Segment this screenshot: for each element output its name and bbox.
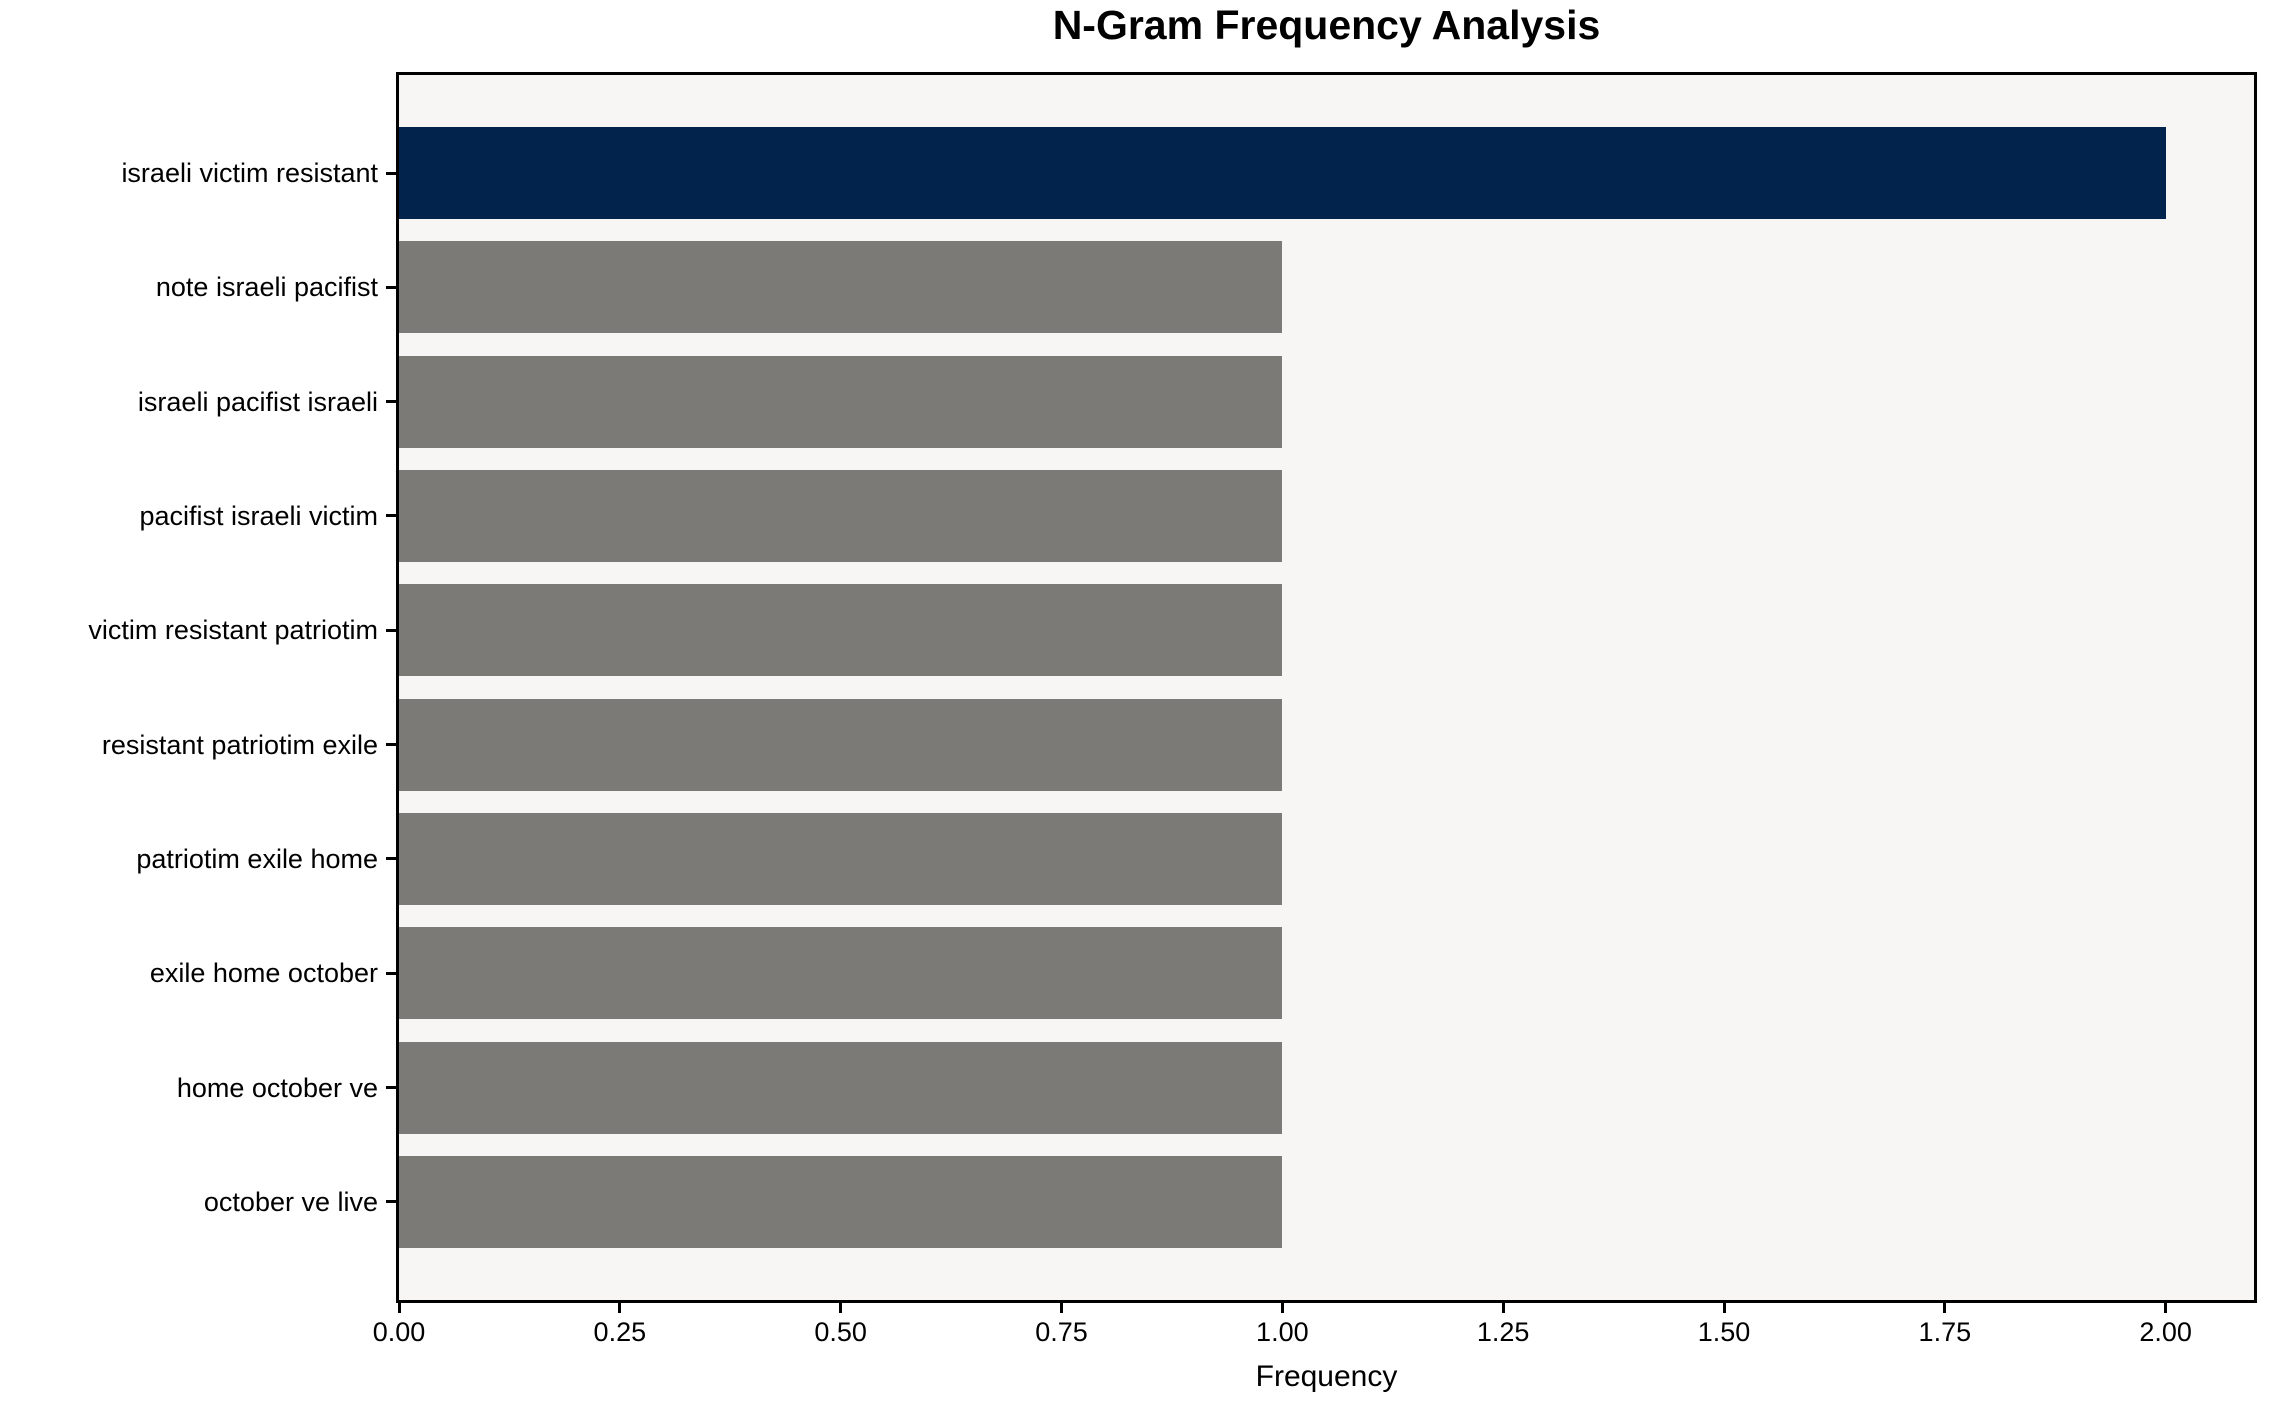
bar-resistant-patriotim-exile bbox=[399, 698, 1283, 791]
x-tick-mark bbox=[1722, 1303, 1726, 1313]
y-tick-label: victim resistant patriotim bbox=[88, 615, 378, 646]
x-tick-mark bbox=[1060, 1303, 1063, 1313]
y-tick-label: exile home october bbox=[149, 958, 378, 989]
bar-pacifist-israeli-victim bbox=[399, 469, 1283, 562]
x-tick-mark bbox=[1501, 1303, 1505, 1313]
bar-israeli-pacifist-israeli bbox=[399, 355, 1283, 448]
y-tick-mark bbox=[386, 1200, 396, 1204]
chart-title: N-Gram Frequency Analysis bbox=[1052, 2, 1601, 48]
y-tick-mark bbox=[386, 971, 396, 975]
y-tick-label: israeli victim resistant bbox=[121, 158, 378, 188]
bar-victim-resistant-patriotim bbox=[399, 584, 1283, 677]
x-tick-label: 1.25 bbox=[1476, 1317, 1530, 1347]
x-tick-mark bbox=[1280, 1303, 1284, 1313]
x-tick-label: 0.00 bbox=[372, 1317, 426, 1347]
y-tick-mark bbox=[386, 857, 396, 861]
plot-area bbox=[396, 72, 2257, 1303]
x-tick-mark bbox=[839, 1303, 843, 1313]
x-tick-mark bbox=[1943, 1303, 1947, 1313]
y-tick-mark bbox=[386, 285, 396, 289]
x-tick-label: 0.75 bbox=[1035, 1317, 1088, 1347]
x-tick-label: 2.00 bbox=[2139, 1317, 2192, 1347]
y-tick-label: pacifist israeli victim bbox=[139, 500, 378, 531]
bar-october-ve-live bbox=[399, 1155, 1283, 1248]
x-tick-mark bbox=[2164, 1303, 2168, 1313]
x-tick-label: 1.00 bbox=[1256, 1317, 1309, 1347]
y-tick-mark bbox=[386, 171, 396, 175]
x-tick-label: 0.25 bbox=[593, 1317, 647, 1347]
y-tick-mark bbox=[386, 400, 396, 404]
y-tick-mark bbox=[386, 743, 396, 747]
x-tick-label: 1.75 bbox=[1918, 1317, 1972, 1347]
y-tick-label: note israeli pacifist bbox=[155, 272, 378, 303]
bar-note-israeli-pacifist bbox=[399, 241, 1283, 334]
y-tick-label: october ve live bbox=[203, 1186, 378, 1217]
y-tick-mark bbox=[386, 628, 396, 632]
x-tick-mark bbox=[397, 1303, 401, 1313]
bar-home-october-ve bbox=[399, 1041, 1283, 1134]
y-tick-mark bbox=[386, 1086, 396, 1090]
x-tick-label: 0.50 bbox=[814, 1317, 867, 1347]
y-tick-mark bbox=[386, 514, 396, 518]
x-tick-label: 1.50 bbox=[1697, 1317, 1751, 1347]
y-tick-label: patriotim exile home bbox=[136, 843, 378, 874]
y-tick-label: israeli pacifist israeli bbox=[137, 386, 378, 417]
x-tick-mark bbox=[618, 1303, 622, 1313]
bar-exile-home-october bbox=[399, 927, 1283, 1020]
bar-patriotim-exile-home bbox=[399, 812, 1283, 905]
bar-israeli-victim-resistant bbox=[399, 127, 2166, 219]
y-tick-label: home october ve bbox=[176, 1072, 378, 1103]
x-axis-label: Frequency bbox=[1255, 1360, 1398, 1393]
y-tick-label: resistant patriotim exile bbox=[101, 729, 378, 760]
